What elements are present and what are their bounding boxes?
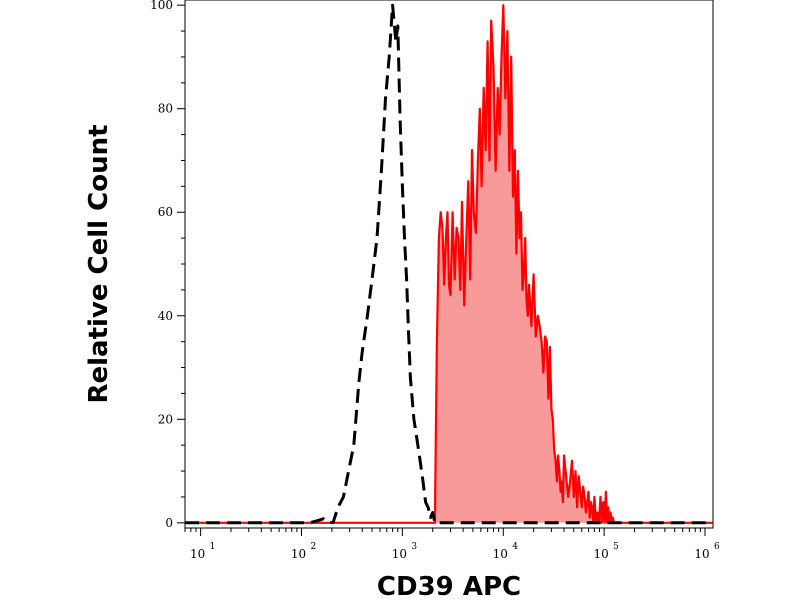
x-tick-exponent: 6 [714, 542, 720, 552]
x-tick-exponent: 1 [210, 542, 216, 552]
series-0-line [185, 3, 713, 525]
x-tick-label: 10 [493, 547, 508, 561]
x-tick-label: 10 [392, 547, 407, 561]
series-1-line [185, 4, 713, 524]
x-tick-exponent: 5 [613, 542, 619, 552]
x-axis-title: CD39 APC [377, 572, 521, 600]
y-axis: 0 20 40 60 80 100 [150, 0, 185, 530]
series-1-area [185, 5, 713, 523]
x-tick-label: 10 [593, 547, 608, 561]
x-tick-label: 10 [694, 547, 709, 561]
x-tick-exponent: 2 [311, 542, 317, 552]
x-tick-label: 10 [190, 547, 205, 561]
y-tick-label: 40 [158, 309, 173, 323]
y-tick-label: 20 [158, 412, 173, 426]
x-tick-label: 10 [291, 547, 306, 561]
y-tick-label: 100 [150, 0, 173, 12]
y-tick-label: 80 [158, 102, 173, 116]
series-layer [185, 3, 713, 525]
y-tick-label: 0 [165, 516, 173, 530]
x-axis: 10 1 10 2 10 3 10 4 10 5 10 6 [184, 528, 720, 561]
y-axis-title: Relative Cell Count [84, 124, 114, 403]
x-tick-exponent: 3 [411, 542, 417, 552]
x-tick-exponent: 4 [512, 542, 518, 552]
y-tick-label: 60 [158, 205, 173, 219]
